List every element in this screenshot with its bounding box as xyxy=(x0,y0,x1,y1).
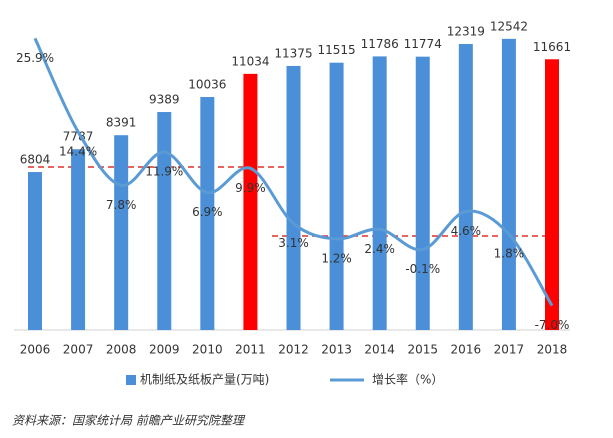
line-label: 1.2% xyxy=(321,252,352,266)
bar-label: 8391 xyxy=(106,116,137,130)
line-label: 2.4% xyxy=(364,242,395,256)
x-tick-label: 2006 xyxy=(20,343,51,357)
legend-label: 机制纸及纸板产量(万吨) xyxy=(140,373,269,387)
bar xyxy=(243,73,258,330)
legend-label: 增长率（%） xyxy=(372,372,443,387)
bar-label: 12542 xyxy=(490,19,528,33)
x-tick-label: 2015 xyxy=(407,343,438,357)
bar-label: 11786 xyxy=(361,37,399,51)
x-tick-label: 2018 xyxy=(537,343,568,357)
bar-label: 11034 xyxy=(231,54,269,68)
line-label: 11.9% xyxy=(145,165,183,179)
x-tick-label: 2007 xyxy=(63,343,94,357)
line-label: 25.9% xyxy=(16,51,54,65)
bar-label: 11661 xyxy=(533,40,571,54)
line-label: 4.6% xyxy=(451,224,482,238)
line-label: -0.1% xyxy=(405,262,440,276)
x-tick-label: 2013 xyxy=(321,343,352,357)
line-label: -7.0% xyxy=(535,318,570,332)
bar-label: 11774 xyxy=(404,37,442,51)
line-label: 6.9% xyxy=(192,205,223,219)
bar-label: 11375 xyxy=(274,46,312,60)
bar xyxy=(114,135,129,330)
legend-swatch xyxy=(126,375,136,385)
line-label: 9.9% xyxy=(235,181,266,195)
x-tick-label: 2016 xyxy=(451,343,482,357)
x-tick-label: 2010 xyxy=(192,343,223,357)
bar xyxy=(415,56,430,331)
bar xyxy=(501,38,516,330)
x-tick-label: 2012 xyxy=(278,343,309,357)
bar-label: 11515 xyxy=(317,43,355,57)
x-tick-label: 2009 xyxy=(149,343,180,357)
line-label: 3.1% xyxy=(278,236,309,250)
bar-label: 6804 xyxy=(20,153,51,167)
line-label: 14.4% xyxy=(59,144,97,158)
bar-label: 10036 xyxy=(188,78,226,92)
bar xyxy=(200,97,215,331)
bar xyxy=(458,44,473,330)
bar xyxy=(157,112,172,330)
x-tick-label: 2008 xyxy=(106,343,137,357)
source: 资料来源：国家统计局 前瞻产业研究院整理 xyxy=(12,414,246,428)
bar-label: 12319 xyxy=(447,25,485,39)
x-tick-label: 2017 xyxy=(494,343,525,357)
bar xyxy=(329,62,344,330)
bar xyxy=(372,56,387,331)
bar-label: 9389 xyxy=(149,93,180,107)
x-tick-label: 2014 xyxy=(364,343,395,357)
x-tick-label: 2011 xyxy=(235,343,266,357)
bar xyxy=(286,65,301,330)
bar-label: 7787 xyxy=(63,130,94,144)
line xyxy=(33,37,554,307)
bar xyxy=(28,172,42,330)
line-label: 1.8% xyxy=(494,247,525,261)
line-label: 7.8% xyxy=(106,198,137,212)
bar xyxy=(545,59,559,330)
bar xyxy=(71,149,86,330)
